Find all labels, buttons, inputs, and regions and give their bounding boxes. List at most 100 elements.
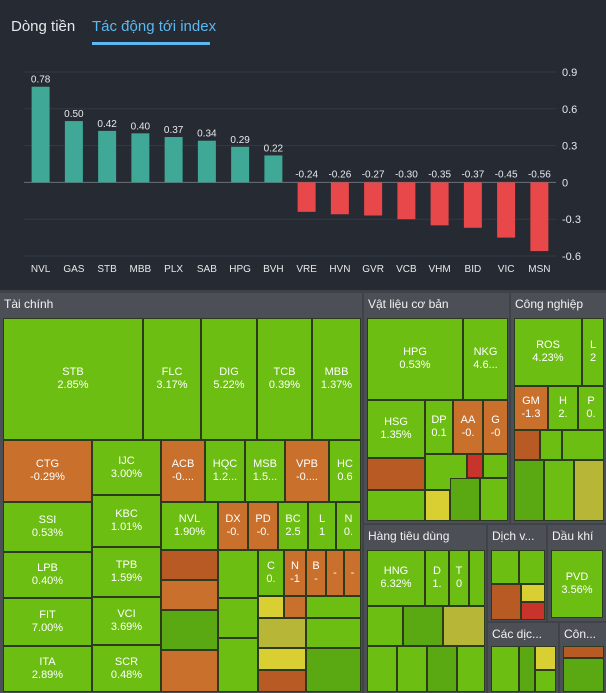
stock-block[interactable]: [483, 454, 508, 478]
stock-acb[interactable]: ACB -0....: [161, 440, 205, 502]
stock-block[interactable]: [161, 550, 218, 580]
stock-block[interactable]: [161, 650, 218, 692]
stock-pd[interactable]: PD -0.: [248, 502, 278, 550]
stock-block[interactable]: [535, 670, 556, 692]
stock-b[interactable]: B-: [306, 550, 326, 596]
stock-dig[interactable]: DIG 5.22%: [201, 318, 257, 440]
stock-block[interactable]: [258, 618, 306, 648]
stock-p[interactable]: P 0.: [578, 386, 604, 430]
stock-ctg[interactable]: CTG -0.29%: [3, 440, 92, 502]
stock-block[interactable]: [306, 648, 361, 692]
stock-block[interactable]: [540, 430, 562, 460]
stock-fit[interactable]: FIT 7.00%: [3, 598, 92, 646]
stock-vci[interactable]: VCI 3.69%: [92, 597, 161, 645]
stock-g[interactable]: G -0: [483, 400, 508, 454]
stock-hc[interactable]: HC 0.6: [329, 440, 361, 502]
stock-block[interactable]: [306, 618, 361, 648]
stock-block[interactable]: [491, 584, 521, 620]
stock-dx[interactable]: DX -0.: [218, 502, 248, 550]
stock-flc[interactable]: FLC 3.17%: [143, 318, 201, 440]
stock-n[interactable]: N 0.: [336, 502, 361, 550]
stock-block[interactable]: [306, 596, 361, 618]
stock-block[interactable]: [469, 550, 485, 606]
stock-block[interactable]: [521, 602, 545, 620]
stock-block[interactable]: [403, 606, 443, 646]
stock-scr[interactable]: SCR 0.48%: [92, 645, 161, 692]
stock-block[interactable]: [514, 430, 540, 460]
stock-block[interactable]: [367, 490, 425, 521]
stock-block[interactable]: [521, 584, 545, 602]
stock-stb[interactable]: STB 2.85%: [3, 318, 143, 440]
stock-block[interactable]: [161, 610, 218, 650]
stock-block[interactable]: [367, 606, 403, 646]
stock-block[interactable]: [397, 646, 427, 692]
stock-block[interactable]: [519, 550, 545, 584]
stock-block[interactable]: [284, 596, 306, 618]
stock-block[interactable]: [367, 646, 397, 692]
x-tick-label: VCB: [396, 264, 417, 275]
stock-block[interactable]: [544, 460, 574, 521]
stock-lpb[interactable]: LPB 0.40%: [3, 552, 92, 598]
stock-c[interactable]: C 0.: [258, 550, 284, 596]
stock-aa[interactable]: AA -0.: [453, 400, 483, 454]
stock-block[interactable]: [425, 490, 450, 521]
stock-hsg[interactable]: HSG 1.35%: [367, 400, 425, 458]
stock-block[interactable]: [450, 478, 480, 521]
stock-block[interactable]: [218, 550, 258, 598]
stock-ros[interactable]: ROS 4.23%: [514, 318, 582, 386]
stock-block[interactable]: [258, 670, 306, 692]
stock-block[interactable]: [258, 648, 306, 670]
stock-dp[interactable]: DP 0.1: [425, 400, 453, 454]
stock-mbb[interactable]: MBB 1.37%: [312, 318, 361, 440]
stock-h[interactable]: H 2.: [548, 386, 578, 430]
x-tick-label: PLX: [164, 264, 183, 275]
stock-hpg[interactable]: HPG 0.53%: [367, 318, 463, 400]
stock-gm[interactable]: GM -1.3: [514, 386, 548, 430]
stock-d3[interactable]: D 1.: [425, 550, 449, 606]
tab-tac-dong-toi-index[interactable]: Tác động tới index: [92, 18, 217, 35]
stock-d1[interactable]: -: [326, 550, 344, 596]
stock-block[interactable]: [467, 454, 483, 478]
stock-nkg[interactable]: NKG 4.6...: [463, 318, 508, 400]
stock-block[interactable]: [491, 550, 519, 584]
stock-block[interactable]: [367, 458, 425, 490]
stock-block[interactable]: [218, 598, 258, 638]
tab-dong-tien[interactable]: Dòng tiền: [11, 18, 76, 35]
stock-block[interactable]: [514, 460, 544, 521]
stock-block[interactable]: [574, 460, 604, 521]
stock-tcb[interactable]: TCB 0.39%: [257, 318, 312, 440]
stock-kbc[interactable]: KBC 1.01%: [92, 495, 161, 547]
stock-pvd[interactable]: PVD 3.56%: [551, 550, 603, 618]
stock-hng[interactable]: HNG 6.32%: [367, 550, 425, 606]
tab-bar: Dòng tiền Tác động tới index: [0, 0, 606, 46]
stock-block[interactable]: [258, 596, 284, 618]
stock-block[interactable]: [491, 646, 519, 692]
stock-block[interactable]: [443, 606, 485, 646]
stock-block[interactable]: [218, 638, 258, 692]
x-tick-label: VIC: [498, 264, 515, 275]
stock-block[interactable]: [480, 478, 508, 521]
stock-n2[interactable]: N -1: [284, 550, 306, 596]
stock-hqc[interactable]: HQC 1.2...: [205, 440, 245, 502]
stock-tpb[interactable]: TPB 1.59%: [92, 547, 161, 597]
x-tick-label: BID: [465, 264, 482, 275]
stock-msb[interactable]: MSB 1.5...: [245, 440, 285, 502]
stock-vpb[interactable]: VPB -0....: [285, 440, 329, 502]
stock-ita[interactable]: ITA 2.89%: [3, 646, 92, 692]
stock-block[interactable]: [519, 646, 535, 692]
stock-block[interactable]: [427, 646, 457, 692]
stock-d2[interactable]: -: [344, 550, 361, 596]
stock-block[interactable]: [535, 646, 556, 670]
stock-nvl[interactable]: NVL 1.90%: [161, 502, 218, 550]
stock-block[interactable]: [457, 646, 485, 692]
stock-block[interactable]: [563, 658, 604, 692]
stock-ssi[interactable]: SSI 0.53%: [3, 502, 92, 552]
stock-ijc[interactable]: IJC 3.00%: [92, 440, 161, 495]
stock-block[interactable]: [161, 580, 218, 610]
stock-block[interactable]: [563, 646, 604, 658]
stock-block[interactable]: [562, 430, 604, 460]
stock-bc[interactable]: BC 2.5: [278, 502, 308, 550]
